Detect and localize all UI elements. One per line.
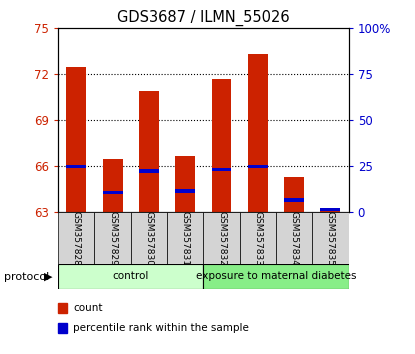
Bar [320,208,340,211]
Text: GSM357828: GSM357828 [72,211,81,266]
Bar [276,212,312,264]
Bar [175,156,195,212]
Bar [66,67,86,212]
Bar [58,212,95,264]
Text: count: count [73,303,103,313]
Bar [103,191,122,194]
Bar [212,168,232,171]
Bar [131,212,167,264]
Bar [167,212,203,264]
Text: GSM357830: GSM357830 [144,211,154,266]
Text: protocol: protocol [4,272,49,282]
Text: ▶: ▶ [44,272,52,282]
Text: GSM357829: GSM357829 [108,211,117,266]
Bar [248,55,268,212]
Text: GSM357831: GSM357831 [181,211,190,266]
Title: GDS3687 / ILMN_55026: GDS3687 / ILMN_55026 [117,9,290,25]
Bar [248,165,268,168]
Text: GSM357832: GSM357832 [217,211,226,266]
Bar [320,209,340,212]
Bar [175,189,195,193]
Bar [103,159,122,212]
Bar [212,79,232,212]
Text: percentile rank within the sample: percentile rank within the sample [73,323,249,333]
Bar [58,264,203,289]
Bar [203,264,349,289]
Bar [312,212,349,264]
Bar [284,199,304,202]
Bar [139,169,159,173]
Bar [284,177,304,212]
Text: GSM357835: GSM357835 [326,211,335,266]
Text: control: control [112,271,149,281]
Bar [66,165,86,168]
Text: GSM357833: GSM357833 [253,211,262,266]
Bar [95,212,131,264]
Bar [203,212,240,264]
Text: exposure to maternal diabetes: exposure to maternal diabetes [196,271,356,281]
Bar [240,212,276,264]
Bar [139,91,159,212]
Text: GSM357834: GSM357834 [290,211,299,266]
